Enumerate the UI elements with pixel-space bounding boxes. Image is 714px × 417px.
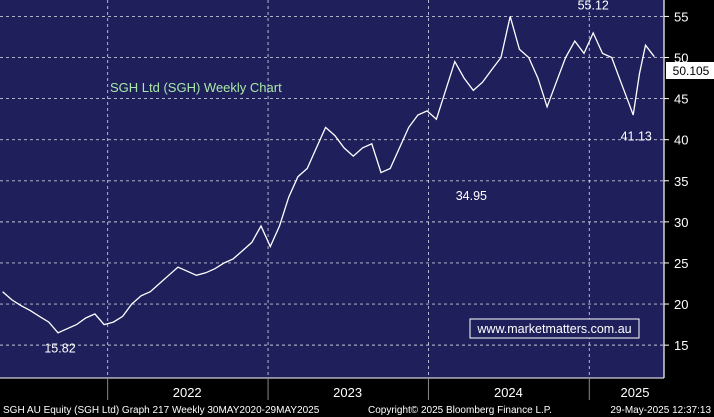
watermark-box: www.marketmatters.com.au	[469, 318, 640, 339]
last-price-marker: 50.105	[666, 62, 714, 79]
grid-layer	[0, 0, 664, 378]
plot-area	[0, 0, 664, 378]
footer-right: 29-May-2025 12:37:13	[610, 405, 711, 416]
y-tick-label: 15	[674, 338, 688, 353]
x-tick-label: 2025	[621, 385, 650, 400]
x-tick-label: 2023	[333, 385, 362, 400]
y-tick-label: 45	[674, 92, 688, 107]
y-axis-ticks: 15 20 25 30 35 40 45 50 55	[664, 9, 688, 353]
annotation-label: 34.95	[456, 189, 487, 203]
y-tick-label: 40	[674, 133, 688, 148]
annotation-layer: 55.12 41.13 34.95 15.82	[44, 0, 652, 355]
last-price-label: 50.105	[673, 64, 710, 78]
x-tick-label: 2024	[494, 385, 523, 400]
y-tick-label: 20	[674, 297, 688, 312]
watermark-text: www.marketmatters.com.au	[476, 322, 631, 336]
y-tick-label: 50	[674, 51, 688, 66]
annotation-label: 41.13	[621, 129, 652, 143]
chart-title: SGH Ltd (SGH) Weekly Chart	[110, 80, 282, 95]
footer: SGH AU Equity (SGH Ltd) Graph 217 Weekly…	[3, 405, 711, 416]
x-axis-ticks: 2022 2023 2024 2025	[107, 378, 650, 400]
price-series-line	[2, 16, 655, 334]
footer-left: SGH AU Equity (SGH Ltd) Graph 217 Weekly…	[3, 405, 320, 416]
y-tick-label: 35	[674, 174, 688, 189]
annotation-label: 55.12	[578, 0, 609, 12]
y-tick-label: 55	[674, 9, 688, 24]
footer-center: Copyright© 2025 Bloomberg Finance L.P.	[368, 405, 552, 416]
y-tick-label: 25	[674, 256, 688, 271]
series-layer	[2, 16, 655, 334]
annotation-label: 15.82	[44, 341, 75, 355]
y-tick-label: 30	[674, 215, 688, 230]
x-tick-label: 2022	[173, 385, 202, 400]
